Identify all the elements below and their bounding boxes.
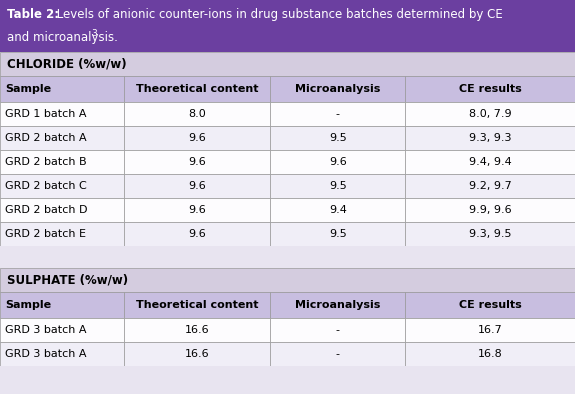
- Bar: [0, 268, 575, 292]
- Text: GRD 3 batch A: GRD 3 batch A: [5, 349, 86, 359]
- Bar: [0, 246, 575, 268]
- Bar: [270, 292, 405, 318]
- Text: GRD 2 batch D: GRD 2 batch D: [5, 205, 87, 215]
- Text: 9.6: 9.6: [188, 205, 206, 215]
- Bar: [0, 366, 575, 394]
- Bar: [124, 174, 270, 198]
- Bar: [0, 0, 575, 52]
- Text: CE results: CE results: [459, 84, 522, 94]
- Text: 9.6: 9.6: [188, 229, 206, 239]
- Bar: [405, 342, 575, 366]
- Bar: [270, 222, 405, 246]
- Text: 16.8: 16.8: [478, 349, 503, 359]
- Text: -: -: [336, 349, 340, 359]
- Bar: [405, 318, 575, 342]
- Text: and microanalysis.: and microanalysis.: [7, 31, 118, 44]
- Text: Sample: Sample: [5, 84, 51, 94]
- Text: -: -: [336, 109, 340, 119]
- Bar: [0, 76, 124, 102]
- Bar: [270, 126, 405, 150]
- Bar: [124, 198, 270, 222]
- Text: 9.3, 9.5: 9.3, 9.5: [469, 229, 511, 239]
- Text: 9.5: 9.5: [329, 133, 347, 143]
- Bar: [124, 150, 270, 174]
- Text: 16.7: 16.7: [478, 325, 503, 335]
- Text: 9.4: 9.4: [329, 205, 347, 215]
- Text: SULPHATE (%w/w): SULPHATE (%w/w): [7, 273, 128, 286]
- Bar: [0, 342, 124, 366]
- Bar: [0, 222, 124, 246]
- Text: 9.3, 9.3: 9.3, 9.3: [469, 133, 511, 143]
- Bar: [270, 150, 405, 174]
- Text: Sample: Sample: [5, 300, 51, 310]
- Text: 9.6: 9.6: [188, 157, 206, 167]
- Text: Theoretical content: Theoretical content: [136, 84, 258, 94]
- Bar: [270, 318, 405, 342]
- Bar: [124, 102, 270, 126]
- Bar: [124, 126, 270, 150]
- Bar: [124, 222, 270, 246]
- Text: 8.0, 7.9: 8.0, 7.9: [469, 109, 512, 119]
- Text: 9.6: 9.6: [329, 157, 347, 167]
- Text: Microanalysis: Microanalysis: [295, 300, 381, 310]
- Bar: [405, 222, 575, 246]
- Bar: [405, 102, 575, 126]
- Bar: [124, 318, 270, 342]
- Bar: [124, 292, 270, 318]
- Text: Levels of anionic counter-ions in drug substance batches determined by CE: Levels of anionic counter-ions in drug s…: [53, 8, 503, 21]
- Bar: [405, 174, 575, 198]
- Text: 9.5: 9.5: [329, 181, 347, 191]
- Bar: [270, 102, 405, 126]
- Text: Theoretical content: Theoretical content: [136, 300, 258, 310]
- Bar: [405, 198, 575, 222]
- Text: GRD 2 batch A: GRD 2 batch A: [5, 133, 87, 143]
- Text: GRD 2 batch B: GRD 2 batch B: [5, 157, 87, 167]
- Bar: [270, 342, 405, 366]
- Bar: [0, 102, 124, 126]
- Text: 8.0: 8.0: [188, 109, 206, 119]
- Text: 16.6: 16.6: [185, 349, 209, 359]
- Text: GRD 2 batch E: GRD 2 batch E: [5, 229, 86, 239]
- Bar: [0, 292, 124, 318]
- Text: 3: 3: [91, 29, 97, 38]
- Bar: [405, 292, 575, 318]
- Text: 9.6: 9.6: [188, 181, 206, 191]
- Text: Microanalysis: Microanalysis: [295, 84, 381, 94]
- Text: 9.5: 9.5: [329, 229, 347, 239]
- Bar: [0, 126, 124, 150]
- Bar: [0, 174, 124, 198]
- Text: GRD 2 batch C: GRD 2 batch C: [5, 181, 87, 191]
- Text: -: -: [336, 325, 340, 335]
- Text: CHLORIDE (%w/w): CHLORIDE (%w/w): [7, 58, 126, 71]
- Bar: [270, 76, 405, 102]
- Text: Table 2:: Table 2:: [7, 8, 59, 21]
- Bar: [124, 342, 270, 366]
- Text: 16.6: 16.6: [185, 325, 209, 335]
- Text: 9.4, 9.4: 9.4, 9.4: [469, 157, 512, 167]
- Bar: [270, 198, 405, 222]
- Text: 9.2, 9.7: 9.2, 9.7: [469, 181, 512, 191]
- Bar: [405, 150, 575, 174]
- Bar: [0, 150, 124, 174]
- Bar: [405, 126, 575, 150]
- Bar: [0, 52, 575, 76]
- Text: 9.6: 9.6: [188, 133, 206, 143]
- Bar: [270, 174, 405, 198]
- Text: 9.9, 9.6: 9.9, 9.6: [469, 205, 512, 215]
- Bar: [405, 76, 575, 102]
- Bar: [0, 318, 124, 342]
- Bar: [0, 198, 124, 222]
- Text: CE results: CE results: [459, 300, 522, 310]
- Text: GRD 3 batch A: GRD 3 batch A: [5, 325, 86, 335]
- Bar: [124, 76, 270, 102]
- Text: GRD 1 batch A: GRD 1 batch A: [5, 109, 86, 119]
